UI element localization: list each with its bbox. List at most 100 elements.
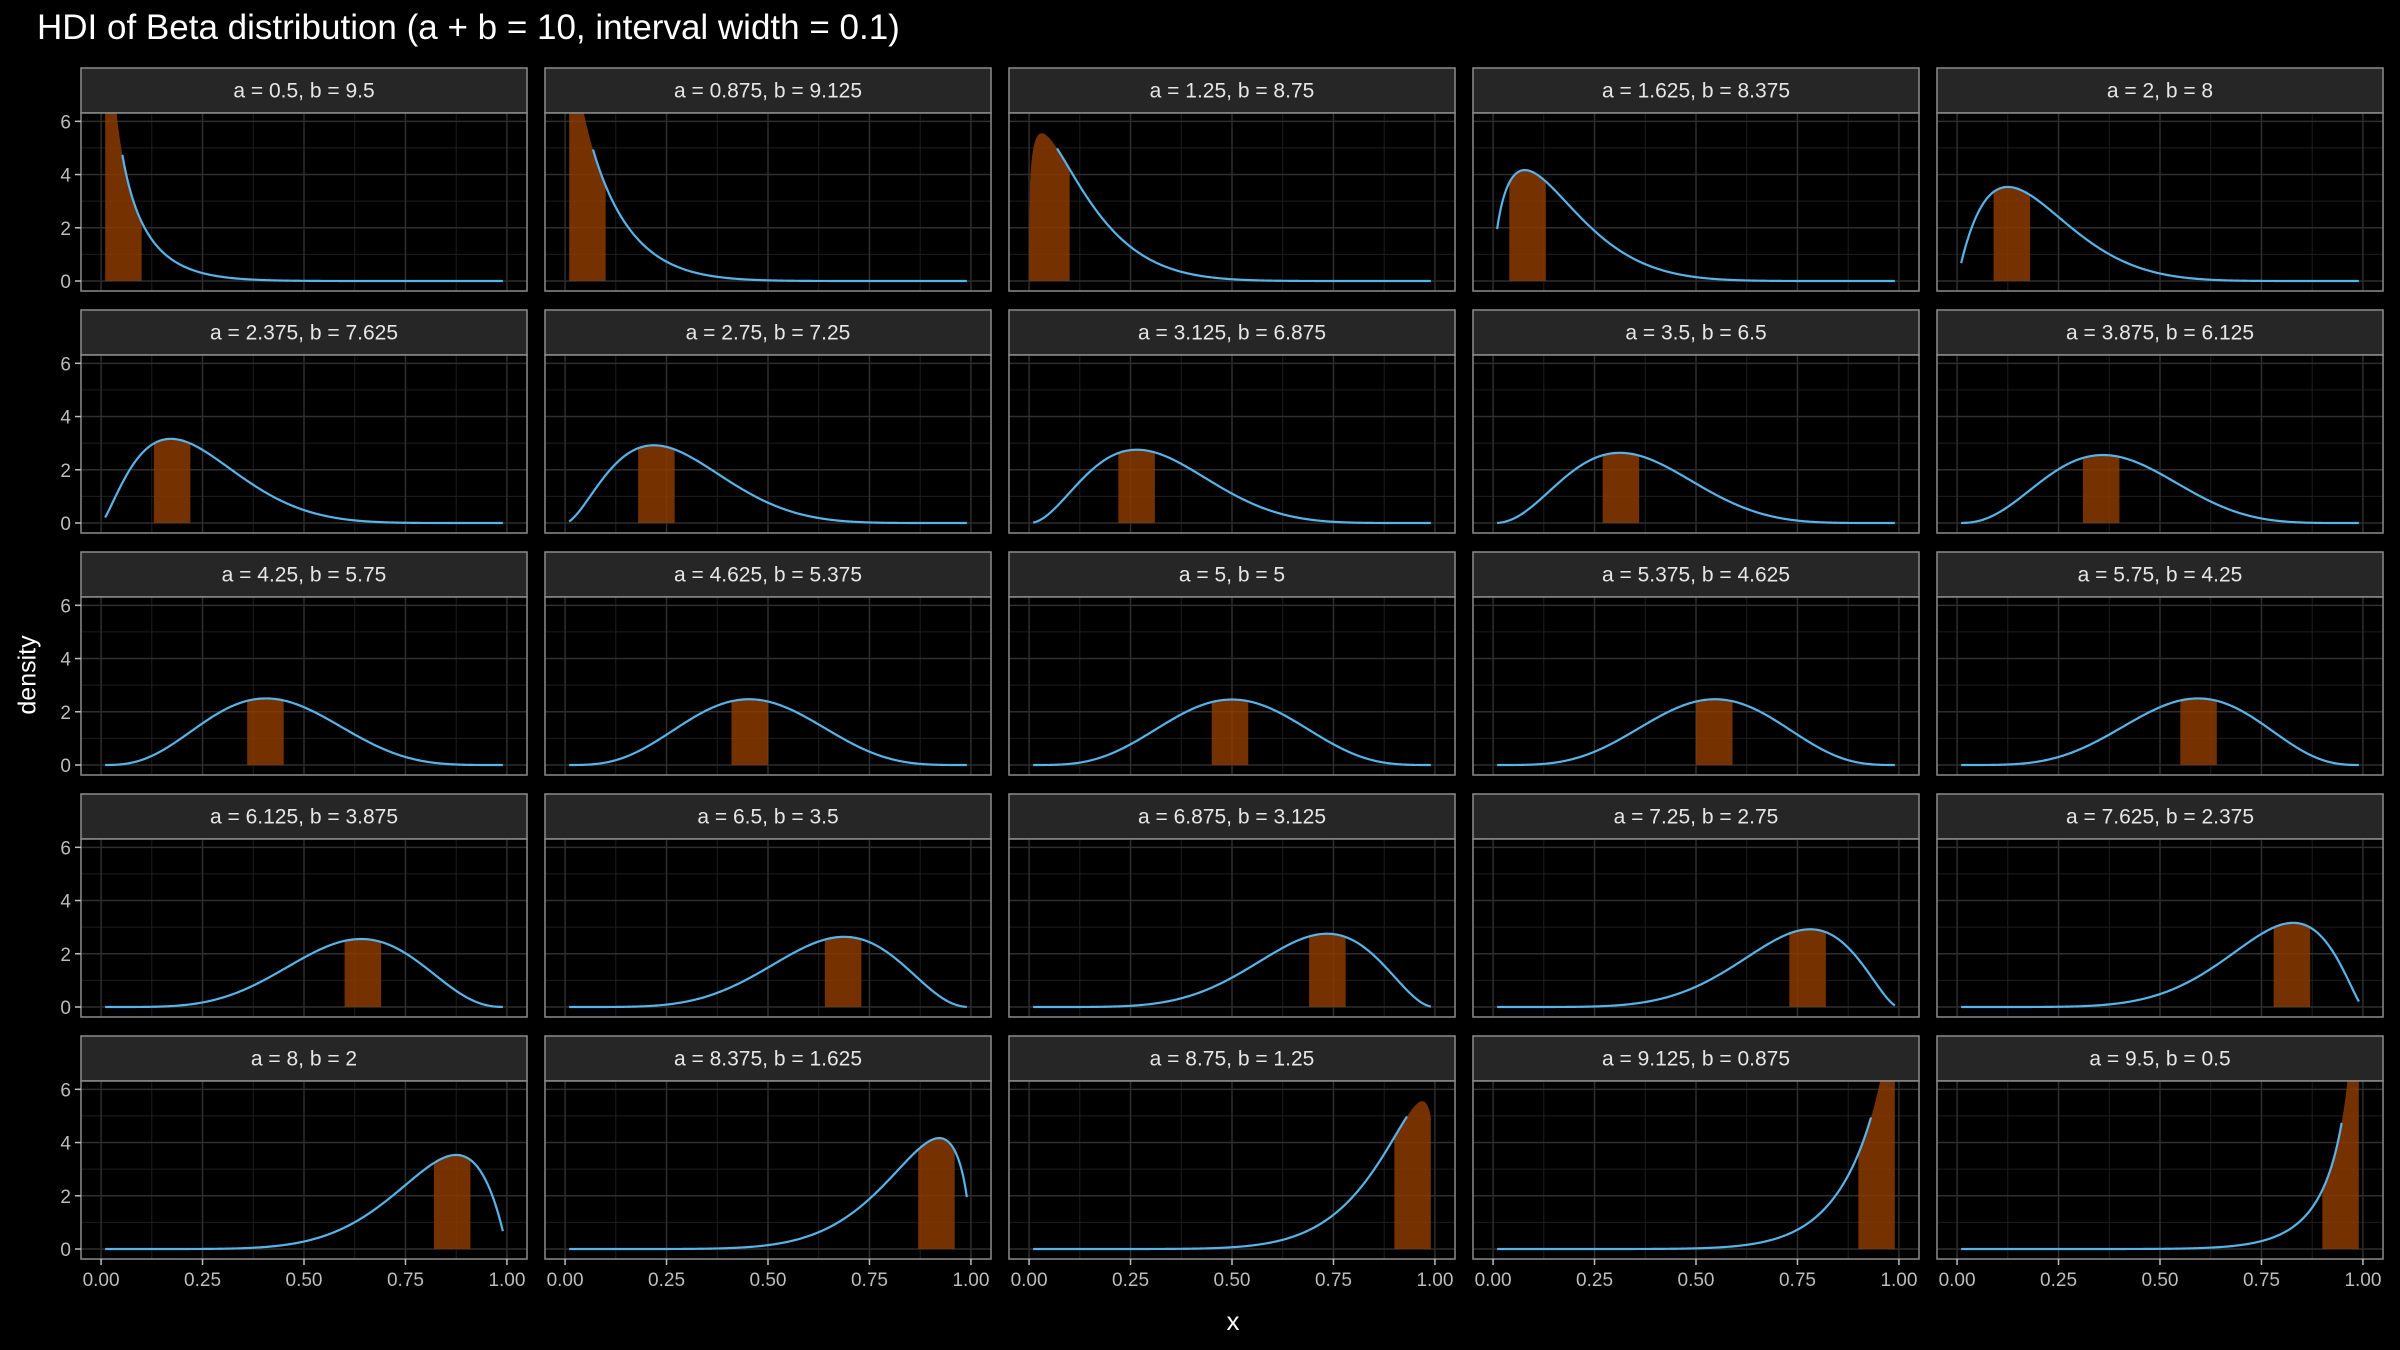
hdi-area [1394, 1101, 1431, 1249]
facet-strip [1472, 1035, 1920, 1082]
panel-content [1961, 921, 2360, 1009]
facet-strip [1936, 793, 2384, 840]
facet-strip [80, 793, 528, 840]
hdi-area [2082, 454, 2120, 523]
facet-strip [544, 551, 992, 598]
facet-label: a = 3.125, b = 6.875 [1138, 322, 1326, 345]
density-curve [105, 697, 503, 767]
y-tick-label: 2 [60, 703, 71, 724]
panel-content [105, 1153, 504, 1251]
hdi-area [344, 938, 382, 1007]
x-tick-label: 0.25 [1112, 1270, 1149, 1291]
x-tick-label: 1.00 [952, 1270, 989, 1291]
panel-content [1961, 453, 2359, 525]
facet-label: a = 0.5, b = 9.5 [233, 80, 374, 103]
panel-border [1936, 112, 2384, 292]
density-curve [568, 444, 967, 525]
density-curve [1961, 697, 2359, 767]
panel-content [1497, 451, 1895, 525]
facet-panel: a = 3.875, b = 6.125 [1936, 309, 2384, 534]
panel-content [1960, 185, 2359, 283]
facet-label: a = 2, b = 8 [2107, 80, 2213, 103]
y-tick-label: 6 [60, 354, 71, 375]
panel-border [1472, 112, 1920, 292]
density-curve [569, 935, 967, 1009]
hdi-area [918, 1138, 955, 1249]
facet-strip [80, 1035, 528, 1082]
panel-content [1497, 698, 1895, 767]
panel-border [1008, 354, 1456, 534]
facet-panel: a = 2, b = 8 [1936, 67, 2384, 292]
panel-border [1008, 112, 1456, 292]
x-tick-label: 1.00 [488, 1270, 525, 1291]
facet-label: a = 2.75, b = 7.25 [686, 322, 851, 345]
facet-panel: a = 4.625, b = 5.375 [544, 551, 992, 776]
hdi-area [1211, 699, 1249, 765]
facet-panel: a = 9.5, b = 0.5 0.00 0.25 0.50 0.75 1.00 [1936, 1035, 2384, 1291]
facet-panel: a = 6.875, b = 3.125 [1008, 793, 1456, 1018]
facet-strip [1936, 1035, 2384, 1082]
facet-panel: a = 8.375, b = 1.625 0.00 0.25 0.50 0.75 1.00 [544, 1035, 992, 1291]
hdi-area [1118, 449, 1155, 523]
y-tick-label: 6 [60, 596, 71, 617]
x-axis-label: x [1226, 1306, 1240, 1336]
hdi-area [1029, 133, 1070, 281]
density-curve [121, 154, 503, 283]
y-tick-label: 4 [60, 892, 71, 913]
hdi-area [247, 698, 284, 765]
facet-panel: a = 5.75, b = 4.25 [1936, 551, 2384, 776]
density-curve [1056, 147, 1431, 283]
x-tick-label: 0.25 [184, 1270, 221, 1291]
panel-content [1033, 932, 1432, 1009]
panel-content [1029, 133, 1431, 283]
x-tick-label: 0.00 [547, 1270, 584, 1291]
hdi-area [1509, 170, 1546, 281]
facet-label: a = 8.375, b = 1.625 [674, 1048, 862, 1071]
facet-label: a = 7.25, b = 2.75 [1614, 806, 1779, 829]
panel-content [1032, 448, 1431, 525]
facet-strip [1936, 309, 2384, 356]
y-tick-label: 4 [60, 166, 71, 187]
facet-panel: a = 5, b = 5 [1008, 551, 1456, 776]
facet-panel: a = 2.375, b = 7.625 0 2 4 6 [60, 309, 528, 535]
panel-border [1472, 354, 1920, 534]
panel-border [544, 112, 992, 292]
panel-content [569, 698, 967, 767]
hdi-area [1602, 452, 1640, 523]
y-tick-label: 0 [60, 1240, 71, 1261]
facet-label: a = 1.25, b = 8.75 [1150, 80, 1315, 103]
facet-panel: a = 2.75, b = 7.25 [544, 309, 992, 534]
facet-label: a = 5, b = 5 [1179, 564, 1285, 587]
facet-panel: a = 8, b = 2 0 2 4 6 0.00 0.25 0.50 0.75 1.00 [60, 1035, 528, 1291]
panel-border [1936, 596, 2384, 776]
y-tick-label: 0 [60, 272, 71, 293]
hdi-area [569, 113, 606, 281]
facet-panel: a = 9.125, b = 0.875 0.00 0.25 0.50 0.75 1.00 [1472, 1035, 1920, 1291]
y-tick-label: 4 [60, 408, 71, 429]
facet-panel: a = 5.375, b = 4.625 [1472, 551, 1920, 776]
y-tick-label: 4 [60, 650, 71, 671]
y-tick-label: 6 [60, 112, 71, 133]
facet-strip [544, 67, 992, 114]
facet-label: a = 3.875, b = 6.125 [2066, 322, 2254, 345]
panel-content [1961, 697, 2359, 767]
facet-strip [1472, 551, 1920, 598]
facet-panel: a = 8.75, b = 1.25 0.00 0.25 0.50 0.75 1.00 [1008, 1035, 1456, 1291]
panel-content [1033, 1101, 1431, 1249]
density-curve [591, 149, 967, 283]
facet-panel: a = 0.5, b = 9.5 0 2 4 6 [60, 67, 528, 293]
facet-panel: a = 7.25, b = 2.75 [1472, 793, 1920, 1018]
panel-content [569, 1136, 968, 1251]
facet-strip [1472, 309, 1920, 356]
x-tick-label: 0.50 [1678, 1270, 1715, 1291]
facet-strip [80, 309, 528, 356]
y-tick-label: 0 [60, 756, 71, 777]
hdi-area [1789, 929, 1826, 1007]
facet-strip [1008, 309, 1456, 356]
density-curve [569, 1136, 968, 1251]
x-tick-label: 1.00 [1416, 1270, 1453, 1291]
panel-border [80, 838, 528, 1018]
facet-label: a = 0.875, b = 9.125 [674, 80, 862, 103]
facet-panel: a = 0.875, b = 9.125 [544, 67, 992, 292]
hdi-area [1858, 1081, 1895, 1249]
